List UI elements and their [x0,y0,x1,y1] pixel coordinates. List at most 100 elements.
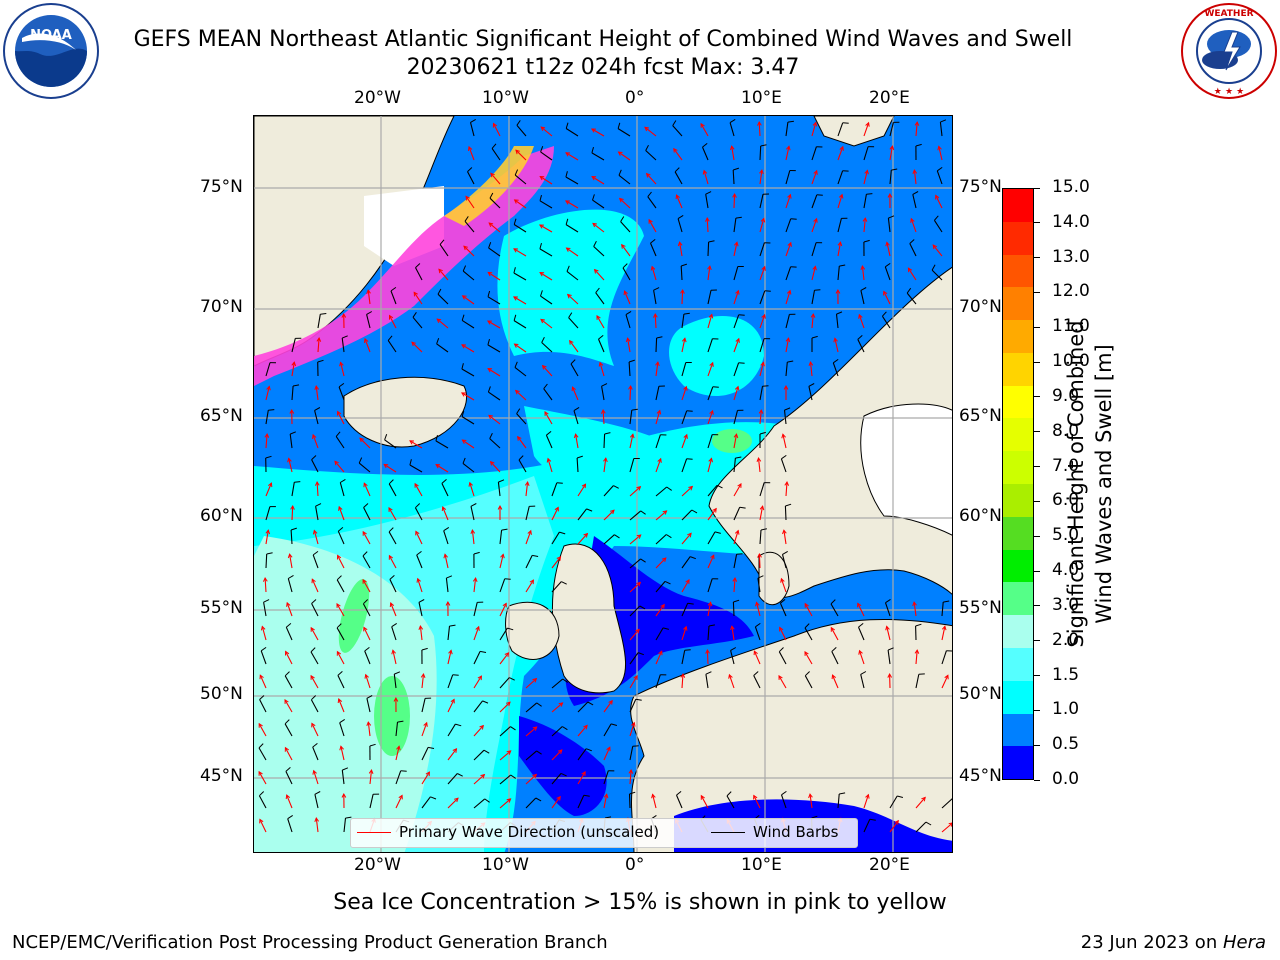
wind-barb [655,486,668,497]
lon-tick-top: 20°E [869,88,910,108]
wave-direction-arrow [831,674,839,689]
wave-direction-arrow [886,242,891,257]
wave-direction-arrowhead [260,625,266,631]
wave-direction-arrowhead [438,268,443,274]
wind-barb-feather [650,239,656,244]
wind-barb-feather [622,263,628,269]
wave-direction-arrowhead [486,320,492,325]
wind-barb [629,746,634,761]
wave-direction-arrowhead [290,504,295,510]
wind-barb [499,627,508,641]
wave-direction-arrowhead [650,265,656,271]
wave-direction-arrow [603,700,613,713]
wind-barb-feather [787,120,794,123]
wind-barb [780,794,787,809]
wind-barb [489,438,501,449]
wave-direction-arrow [499,701,511,713]
wave-direction-arrow [473,725,484,737]
wind-barb [732,169,735,185]
wind-barb [831,651,839,665]
wind-barb-feather [462,265,467,272]
wind-barb-feather [931,264,936,271]
wind-barb [447,674,454,689]
wind-barb [681,602,689,617]
wave-direction-arrow [728,674,735,689]
colorbar-tick-label: 0.0 [1052,769,1080,789]
wind-barb [707,625,710,641]
wave-direction-arrow [340,746,345,761]
wave-direction-arrow [265,433,268,449]
wind-barb-feather [510,774,516,779]
wave-direction-arrowhead [264,432,270,438]
wave-direction-arrowhead [398,794,403,800]
wind-barb-feather [858,623,864,628]
wave-direction-arrowhead [448,649,453,655]
wave-direction-arrowhead [633,675,638,680]
wind-barb [388,483,397,497]
wave-direction-arrowhead [414,482,419,488]
wind-barb [629,652,639,665]
wind-barb-feather [435,434,438,442]
colorbar-segment [1003,549,1033,583]
wave-direction-arrowhead [617,151,623,156]
wave-direction-arrowhead [618,197,624,203]
wave-direction-arrow [778,675,787,689]
wave-direction-arrow [935,195,943,209]
wave-direction-arrowhead [653,312,658,318]
wind-barb [416,554,423,569]
wind-barb [337,530,345,545]
wind-barb-feather [618,169,622,176]
wave-direction-arrow [837,242,842,257]
wind-barb-feather [532,554,539,557]
wave-direction-arrowhead [554,506,559,512]
wave-direction-arrow [811,122,817,137]
wave-direction-arrowhead [808,793,813,799]
wind-barb-feather [461,314,465,321]
wave-direction-arrowhead [461,439,467,444]
wind-barb-feather [760,144,767,147]
wind-barb [285,771,293,785]
wave-direction-arrow [499,798,511,809]
wind-barb-feather [366,311,373,315]
lat-tick-left: 55°N [200,598,243,618]
colorbar-tick-label: 4.0 [1052,560,1080,581]
wind-barb-feather [940,119,947,123]
wave-direction-arrowhead [860,265,866,270]
wind-barb-feather [543,383,548,390]
wind-barb-feather [839,264,846,267]
wave-direction-arrowhead [737,482,742,488]
wind-barb [467,171,475,185]
wind-barb [887,218,891,233]
wave-direction-arrowhead [389,602,395,608]
wave-direction-arrowhead [755,601,760,607]
wave-direction-arrow [310,627,319,641]
wave-direction-arrow [544,411,553,425]
wind-barb-feather [591,146,594,154]
wind-barb-feather [342,335,348,339]
wind-barb [499,726,511,737]
swell-region-norwegian [497,209,644,366]
wind-barb [568,317,579,329]
wave-direction-arrowhead [804,602,809,608]
wave-direction-arrowhead [544,410,549,416]
wave-direction-arrowhead [513,248,519,253]
wave-direction-arrowhead [425,771,430,777]
wave-direction-arrow [438,268,449,281]
wave-direction-arrow [753,795,761,809]
wave-direction-arrow [629,582,641,593]
wind-barb [884,602,891,617]
wave-direction-arrowhead [635,628,640,634]
wind-barb [310,651,319,665]
wave-direction-arrow [599,362,605,377]
wind-barb [759,145,762,161]
wave-direction-arrowhead [702,169,708,175]
wind-barb-feather [312,743,318,748]
wind-barb [645,150,657,161]
wave-direction-arrow [785,481,788,497]
wave-direction-arrow [733,290,739,305]
wind-barb-feather [586,748,592,752]
wave-direction-arrowhead [468,481,473,487]
wave-direction-arrowhead [858,649,863,655]
wave-direction-arrowhead [761,265,766,271]
wind-barb [364,650,371,665]
